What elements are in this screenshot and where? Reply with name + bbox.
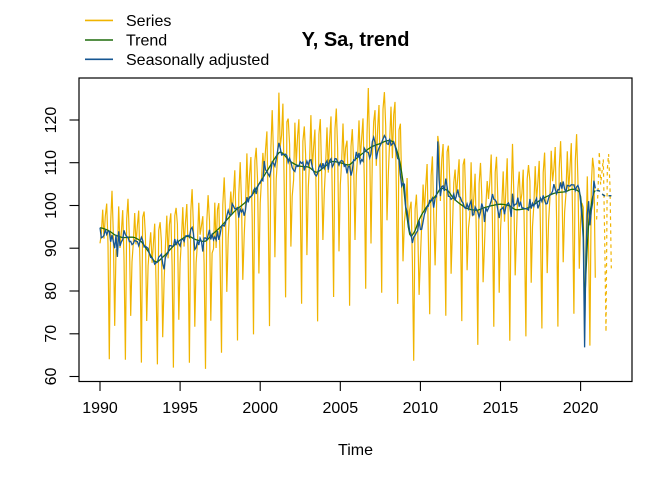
svg-text:110: 110 <box>43 150 60 176</box>
svg-text:Seasonally adjusted: Seasonally adjusted <box>126 52 269 69</box>
svg-text:120: 120 <box>43 107 60 134</box>
svg-text:2010: 2010 <box>403 400 439 417</box>
svg-text:1995: 1995 <box>162 400 198 417</box>
svg-text:60: 60 <box>43 368 60 386</box>
svg-text:70: 70 <box>43 325 60 343</box>
svg-text:100: 100 <box>43 192 60 219</box>
svg-text:Y, Sa, trend: Y, Sa, trend <box>302 29 410 51</box>
svg-text:2020: 2020 <box>563 400 599 417</box>
svg-text:2005: 2005 <box>323 400 359 417</box>
svg-text:80: 80 <box>43 282 60 300</box>
svg-text:Time: Time <box>338 442 373 459</box>
svg-text:1990: 1990 <box>82 400 118 417</box>
svg-text:90: 90 <box>43 239 60 257</box>
svg-text:Series: Series <box>126 13 171 30</box>
svg-text:Trend: Trend <box>126 33 167 50</box>
svg-text:2015: 2015 <box>483 400 519 417</box>
svg-text:2000: 2000 <box>242 400 278 417</box>
